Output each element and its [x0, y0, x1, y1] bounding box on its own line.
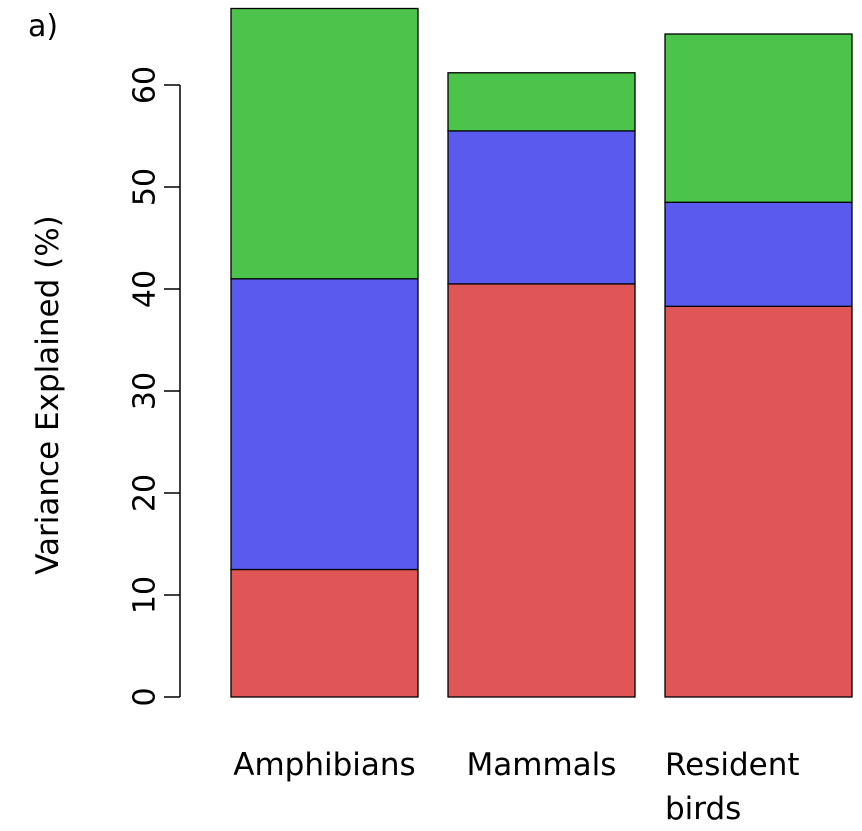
category-label: Mammals — [467, 747, 617, 783]
bar-segment — [230, 278, 419, 571]
y-tick-label: 0 — [128, 687, 163, 706]
category-labels: Amphibians Mammals Resident birds — [233, 747, 799, 827]
bar-segment — [664, 305, 853, 698]
panel-label: a) — [28, 9, 58, 44]
category-label: birds — [665, 791, 741, 827]
y-tick-label: 10 — [128, 576, 163, 614]
y-tick-label: 60 — [128, 66, 163, 104]
category-label: Amphibians — [233, 747, 415, 783]
bar-segment — [447, 72, 636, 132]
y-tick-label: 20 — [128, 474, 163, 512]
category-label: Resident — [665, 747, 800, 783]
bar-segment — [230, 568, 419, 698]
bar-segment — [230, 7, 419, 280]
y-tick-label: 30 — [128, 372, 163, 410]
bar-segment — [447, 130, 636, 285]
y-tick-label: 40 — [128, 270, 163, 308]
bar-segment — [447, 283, 636, 698]
bars — [230, 7, 853, 698]
y-axis: 0 10 20 30 40 50 60 — [128, 66, 181, 707]
bar-segment — [664, 201, 853, 307]
bar-segment — [664, 33, 853, 203]
y-tick-label: 50 — [128, 168, 163, 206]
y-axis-label: Variance Explained (%) — [30, 215, 66, 575]
